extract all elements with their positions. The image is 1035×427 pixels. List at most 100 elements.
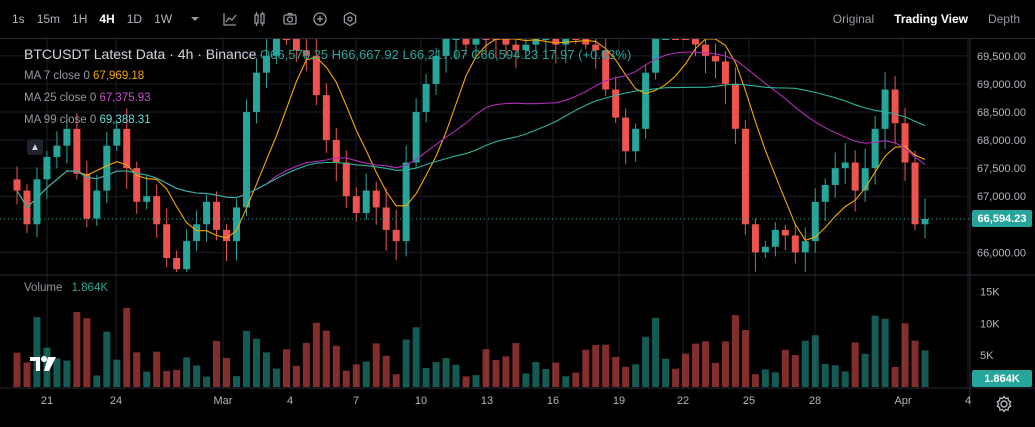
- candle-body: [592, 44, 600, 51]
- volume-bar: [53, 358, 61, 387]
- time-axis-label: 4: [965, 395, 971, 407]
- time-axis-label: Mar: [214, 395, 233, 407]
- candle-body: [193, 224, 201, 242]
- time-axis-label: 21: [41, 395, 53, 407]
- price-chart[interactable]: 69,500.00 69,000.00 68,500.00 68,000.00 67,5…: [0, 39, 1035, 427]
- candle-body: [701, 44, 709, 56]
- candle-body: [53, 145, 61, 157]
- view-depth[interactable]: Depth: [987, 12, 1020, 26]
- view-trading-view[interactable]: Trading View: [894, 12, 968, 26]
- volume-bar: [891, 366, 899, 387]
- view-switcher: Original Trading View Depth: [813, 0, 1020, 38]
- candle-body: [252, 72, 260, 112]
- volume-bar: [233, 376, 241, 387]
- timeframe-4h[interactable]: 4H: [99, 12, 115, 26]
- time-axis-label: 22: [677, 395, 689, 407]
- volume-bar: [33, 317, 41, 387]
- candle-body: [871, 128, 879, 169]
- candles-icon[interactable]: [222, 11, 238, 27]
- candle-body: [362, 190, 370, 214]
- candle-body: [382, 207, 390, 230]
- volume-bar: [272, 368, 280, 387]
- volume-bar: [692, 343, 700, 387]
- candle-body: [692, 39, 700, 45]
- indicators-icon[interactable]: [252, 11, 268, 27]
- volume-axis-label: 15K: [980, 287, 1000, 299]
- candle-body: [233, 207, 241, 242]
- volume-bar: [652, 317, 660, 387]
- candle-body: [402, 162, 410, 242]
- price-axis-label: 67,000.00: [977, 191, 1026, 203]
- ohlc-low: L66,217.07: [402, 47, 468, 62]
- candle-body: [173, 257, 181, 270]
- volume-bar: [552, 362, 560, 387]
- time-axis-label: 24: [110, 395, 122, 407]
- volume-bar: [312, 322, 320, 387]
- timeframe-1h[interactable]: 1H: [72, 12, 88, 26]
- candle-body: [352, 196, 360, 214]
- volume-bar: [482, 349, 490, 387]
- candle-body: [332, 140, 340, 163]
- timeframe-1d[interactable]: 1D: [126, 12, 143, 26]
- chart-settings-icon[interactable]: [995, 395, 1013, 418]
- volume-bar: [741, 329, 749, 387]
- volume-bar: [23, 362, 31, 387]
- candle-body: [542, 39, 550, 40]
- candle-body: [622, 117, 630, 152]
- volume-bar: [223, 357, 231, 387]
- volume-bar: [412, 327, 420, 387]
- volume-axis-label: 10K: [980, 318, 1000, 330]
- add-icon[interactable]: [312, 11, 328, 27]
- tradingview-logo: [30, 356, 56, 371]
- price-axis-label: 66,000.00: [977, 247, 1026, 259]
- chevron-down-icon[interactable]: [190, 14, 200, 24]
- view-original[interactable]: Original: [832, 12, 875, 26]
- volume-bar: [512, 343, 520, 387]
- timeframe-15m[interactable]: 15m: [36, 12, 61, 26]
- candle-body: [532, 39, 540, 45]
- volume-bar: [612, 357, 620, 387]
- volume-value: 1.864K: [71, 282, 109, 294]
- volume-bar: [731, 315, 739, 387]
- timeframe-1w[interactable]: 1W: [154, 12, 173, 26]
- ma25-value: 67,375.93: [99, 92, 151, 104]
- candle-body: [432, 55, 440, 84]
- time-axis-label: 7: [353, 395, 359, 407]
- ma99-legend[interactable]: MA 99 close 0 69,388.31: [24, 114, 151, 126]
- volume-bar: [811, 335, 819, 387]
- volume-bar: [632, 364, 640, 387]
- collapse-legend-icon[interactable]: ▲: [27, 139, 43, 155]
- ma25-legend[interactable]: MA 25 close 0 67,375.93: [24, 92, 151, 104]
- settings-hex-icon[interactable]: [342, 11, 358, 27]
- volume-bar: [502, 356, 510, 387]
- volume-bar: [701, 341, 709, 387]
- ohlc-open: O66,576.25: [260, 47, 328, 62]
- volume-bar: [332, 345, 340, 387]
- volume-bar: [213, 340, 221, 387]
- time-axis-label: 28: [809, 395, 821, 407]
- symbol-title: BTCUSDT Latest Data · 4h · Binance: [24, 46, 257, 62]
- volume-bar: [452, 364, 460, 387]
- ma7-legend[interactable]: MA 7 close 0 67,969.18: [24, 70, 144, 82]
- ohlc-change: 17.97 (+0.03%): [542, 47, 632, 62]
- candle-body: [682, 39, 690, 40]
- volume-bar: [133, 352, 141, 387]
- price-axis-label: 69,500.00: [977, 51, 1026, 63]
- time-axis-label: 4: [287, 395, 293, 407]
- candle-body: [392, 229, 400, 242]
- candle-body: [881, 89, 889, 129]
- candle-body: [751, 224, 759, 253]
- camera-icon[interactable]: [282, 11, 298, 27]
- volume-bar: [342, 370, 350, 387]
- candle-body: [502, 39, 510, 45]
- volume-bar: [432, 362, 440, 387]
- candle-body: [103, 145, 111, 191]
- time-axis-label: 16: [547, 395, 559, 407]
- volume-bar: [492, 360, 500, 387]
- timeframe-1s[interactable]: 1s: [12, 12, 25, 26]
- volume-label: Volume: [24, 282, 63, 294]
- volume-axis-label: 5K: [980, 350, 994, 362]
- candle-body: [821, 184, 829, 202]
- volume-bar: [761, 369, 769, 387]
- volume-bar: [262, 352, 270, 387]
